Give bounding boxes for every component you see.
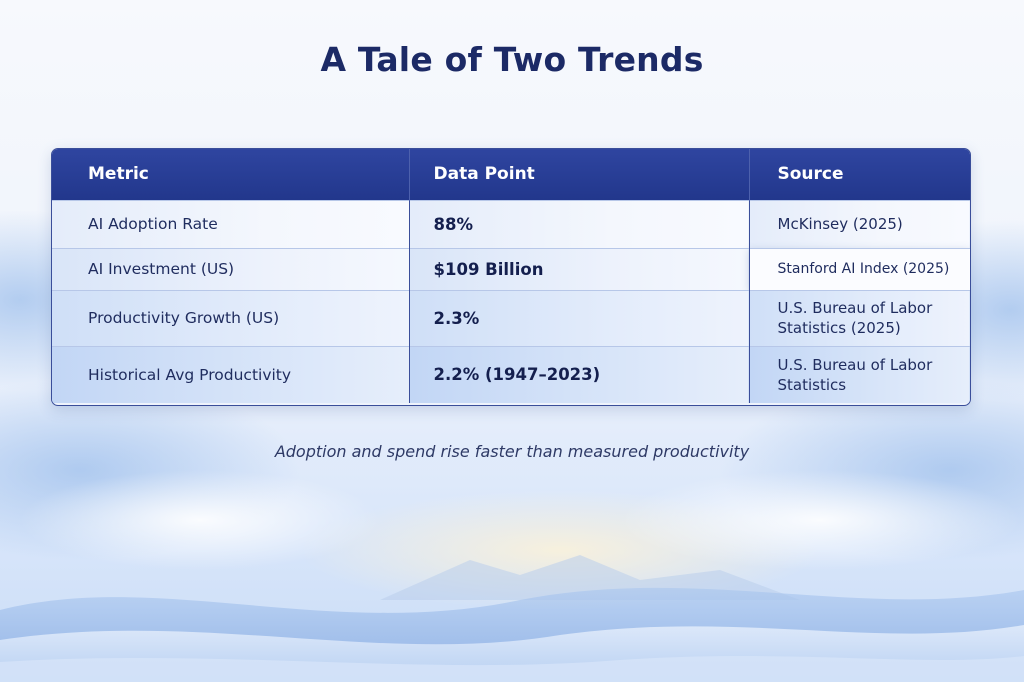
metric-cell: Productivity Growth (US) xyxy=(52,289,410,346)
metric-cell: AI Investment (US) xyxy=(52,247,410,290)
slide-title: A Tale of Two Trends xyxy=(320,40,704,79)
data-table: Metric Data Point Source AI Adoption Rat… xyxy=(52,149,970,403)
source-cell: McKinsey (2025) xyxy=(749,199,970,248)
header-source: Source xyxy=(749,149,970,200)
metric-cell: Historical Avg Productivity xyxy=(52,345,410,403)
header-data-point: Data Point xyxy=(409,149,750,200)
table-row: AI Adoption Rate 88% McKinsey (2025) xyxy=(52,199,970,248)
data-point-cell: 88% xyxy=(409,199,750,248)
table-header-row: Metric Data Point Source xyxy=(52,149,970,200)
table-row: Historical Avg Productivity 2.2% (1947–2… xyxy=(52,345,970,403)
header-metric: Metric xyxy=(52,149,410,200)
data-point-cell: $109 Billion xyxy=(409,247,750,290)
source-cell: U.S. Bureau of Labor Statistics (2025) xyxy=(749,289,970,346)
source-cell: Stanford AI Index (2025) xyxy=(749,247,970,290)
slide-caption: Adoption and spend rise faster than meas… xyxy=(274,442,750,461)
data-table-card: Metric Data Point Source AI Adoption Rat… xyxy=(51,148,971,406)
table-row: Productivity Growth (US) 2.3% U.S. Burea… xyxy=(52,289,970,346)
source-cell: U.S. Bureau of Labor Statistics xyxy=(749,345,970,403)
data-point-cell: 2.2% (1947–2023) xyxy=(409,345,750,403)
table-row: AI Investment (US) $109 Billion Stanford… xyxy=(52,247,970,290)
data-point-cell: 2.3% xyxy=(409,289,750,346)
metric-cell: AI Adoption Rate xyxy=(52,199,410,248)
